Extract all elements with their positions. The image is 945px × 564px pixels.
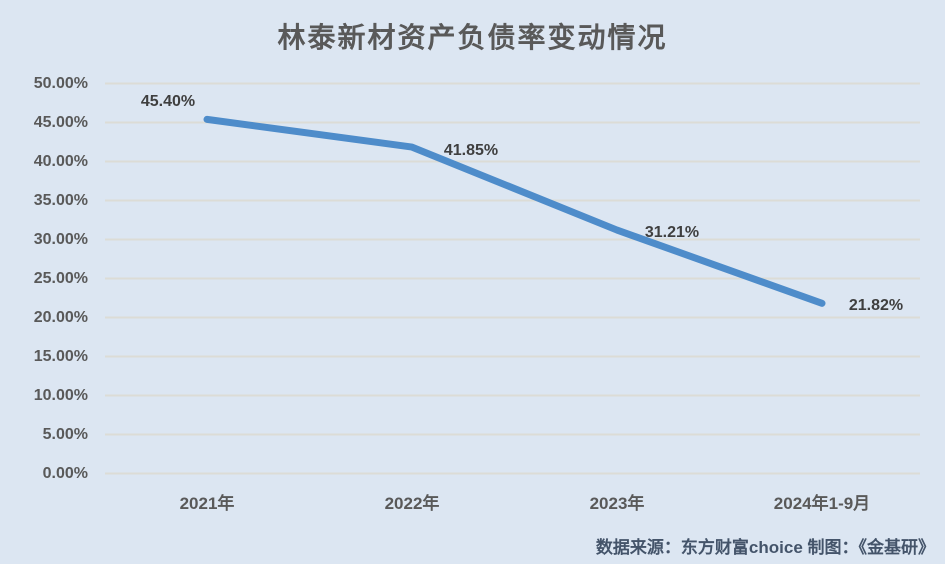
x-axis-category-label: 2021年 xyxy=(179,494,235,513)
y-axis-tick-label: 40.00% xyxy=(33,152,88,170)
data-point-label: 41.85% xyxy=(443,142,499,160)
y-axis-tick-label: 0.00% xyxy=(42,464,88,482)
y-axis-tick-label: 45.00% xyxy=(33,113,88,131)
data-point-label: 21.82% xyxy=(848,297,904,315)
y-axis-tick-label: 50.00% xyxy=(33,74,88,92)
source-note: 数据来源：东方财富choice 制图：《金基研》 xyxy=(595,538,935,557)
y-axis-tick-label: 15.00% xyxy=(33,347,88,365)
y-axis-tick-label: 25.00% xyxy=(33,269,88,287)
y-axis-tick-label: 5.00% xyxy=(42,425,88,443)
y-axis-tick-label: 10.00% xyxy=(33,386,88,404)
y-axis-tick-label: 30.00% xyxy=(33,230,88,248)
y-axis-tick-label: 35.00% xyxy=(33,191,88,209)
data-point-label: 31.21% xyxy=(644,224,700,242)
x-axis-category-label: 2023年 xyxy=(589,494,645,513)
x-axis-category-label: 2024年1-9月 xyxy=(773,494,871,513)
x-axis-category-label: 2022年 xyxy=(384,494,440,513)
chart-title: 林泰新材资产负债率变动情况 xyxy=(277,22,668,53)
data-point-label: 45.40% xyxy=(140,93,196,111)
y-axis-tick-label: 20.00% xyxy=(33,308,88,326)
series-line xyxy=(203,115,826,307)
